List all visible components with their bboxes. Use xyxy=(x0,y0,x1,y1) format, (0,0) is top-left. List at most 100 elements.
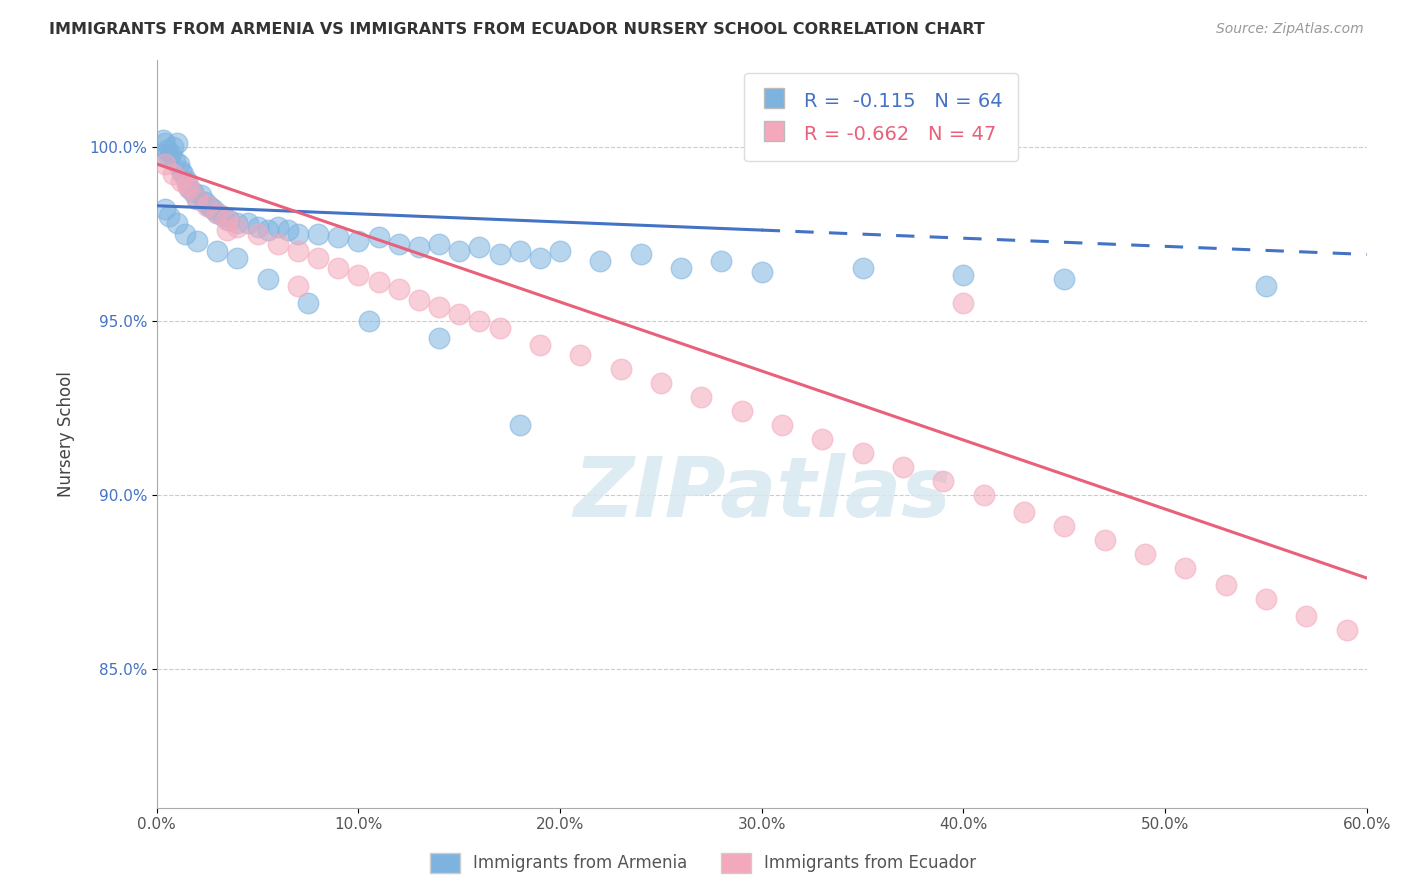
Point xyxy=(167,157,190,171)
Point xyxy=(207,205,229,219)
Point xyxy=(427,331,450,345)
Point xyxy=(669,261,692,276)
Point xyxy=(277,223,299,237)
Point xyxy=(609,362,631,376)
Point xyxy=(891,459,914,474)
Point xyxy=(408,293,430,307)
Text: IMMIGRANTS FROM ARMENIA VS IMMIGRANTS FROM ECUADOR NURSERY SCHOOL CORRELATION CH: IMMIGRANTS FROM ARMENIA VS IMMIGRANTS FR… xyxy=(49,22,986,37)
Point xyxy=(163,153,186,168)
Point xyxy=(212,209,235,223)
Point xyxy=(1254,278,1277,293)
Point xyxy=(186,192,208,206)
Point xyxy=(852,261,875,276)
Point xyxy=(1336,624,1358,638)
Point xyxy=(751,265,773,279)
Point xyxy=(176,178,198,192)
Point xyxy=(195,199,218,213)
Point xyxy=(202,202,225,217)
Point xyxy=(952,296,974,310)
Point xyxy=(328,230,350,244)
Point xyxy=(256,223,278,237)
Point xyxy=(246,227,269,241)
Point xyxy=(589,254,612,268)
Point xyxy=(153,136,176,150)
Point xyxy=(509,417,531,432)
Point xyxy=(973,487,995,501)
Point xyxy=(157,150,180,164)
Point xyxy=(256,272,278,286)
Point xyxy=(1254,591,1277,606)
Point xyxy=(347,234,370,248)
Point xyxy=(1174,560,1197,574)
Point xyxy=(509,244,531,258)
Point xyxy=(174,227,197,241)
Point xyxy=(153,202,176,217)
Point xyxy=(367,275,389,289)
Point xyxy=(1012,505,1035,519)
Point xyxy=(529,338,551,352)
Point xyxy=(650,376,672,391)
Point xyxy=(388,237,411,252)
Point xyxy=(218,212,240,227)
Point xyxy=(1133,547,1156,561)
Point xyxy=(468,240,491,254)
Text: Source: ZipAtlas.com: Source: ZipAtlas.com xyxy=(1216,22,1364,37)
Point xyxy=(328,261,350,276)
Point xyxy=(468,313,491,327)
Point xyxy=(710,254,733,268)
Point xyxy=(1215,578,1237,592)
Point xyxy=(449,307,471,321)
Point xyxy=(166,216,188,230)
Point xyxy=(811,432,834,446)
Point xyxy=(287,244,309,258)
Point xyxy=(488,247,510,261)
Point xyxy=(548,244,571,258)
Point xyxy=(630,247,652,261)
Point xyxy=(307,227,329,241)
Point xyxy=(217,223,239,237)
Point xyxy=(162,168,184,182)
Point xyxy=(170,164,193,178)
Point xyxy=(287,278,309,293)
Point xyxy=(177,181,200,195)
Point xyxy=(172,168,194,182)
Point xyxy=(226,216,249,230)
Point xyxy=(347,268,370,283)
Point xyxy=(207,244,229,258)
Point xyxy=(160,146,183,161)
Point xyxy=(297,296,319,310)
Point xyxy=(1053,272,1076,286)
Point xyxy=(449,244,471,258)
Point xyxy=(162,139,184,153)
Point xyxy=(217,212,239,227)
Point xyxy=(170,174,193,188)
Point xyxy=(267,219,290,234)
Point xyxy=(427,300,450,314)
Point xyxy=(186,192,208,206)
Point xyxy=(1295,609,1317,624)
Point xyxy=(307,251,329,265)
Point xyxy=(952,268,974,283)
Point xyxy=(186,234,208,248)
Point xyxy=(267,237,290,252)
Point xyxy=(166,136,188,150)
Point xyxy=(207,205,229,219)
Point xyxy=(194,195,217,210)
Point xyxy=(932,474,955,488)
Point xyxy=(287,227,309,241)
Point xyxy=(157,209,180,223)
Y-axis label: Nursery School: Nursery School xyxy=(58,371,75,497)
Point xyxy=(367,230,389,244)
Point xyxy=(149,146,172,161)
Point xyxy=(852,446,875,460)
Point xyxy=(152,133,174,147)
Point xyxy=(770,417,793,432)
Legend: Immigrants from Armenia, Immigrants from Ecuador: Immigrants from Armenia, Immigrants from… xyxy=(423,847,983,880)
Point xyxy=(153,157,176,171)
Point xyxy=(730,404,752,418)
Point xyxy=(388,282,411,296)
Point xyxy=(181,185,204,199)
Point xyxy=(357,313,380,327)
Legend: R =  -0.115   N = 64, R = -0.662   N = 47: R = -0.115 N = 64, R = -0.662 N = 47 xyxy=(744,73,1018,161)
Point xyxy=(690,390,713,404)
